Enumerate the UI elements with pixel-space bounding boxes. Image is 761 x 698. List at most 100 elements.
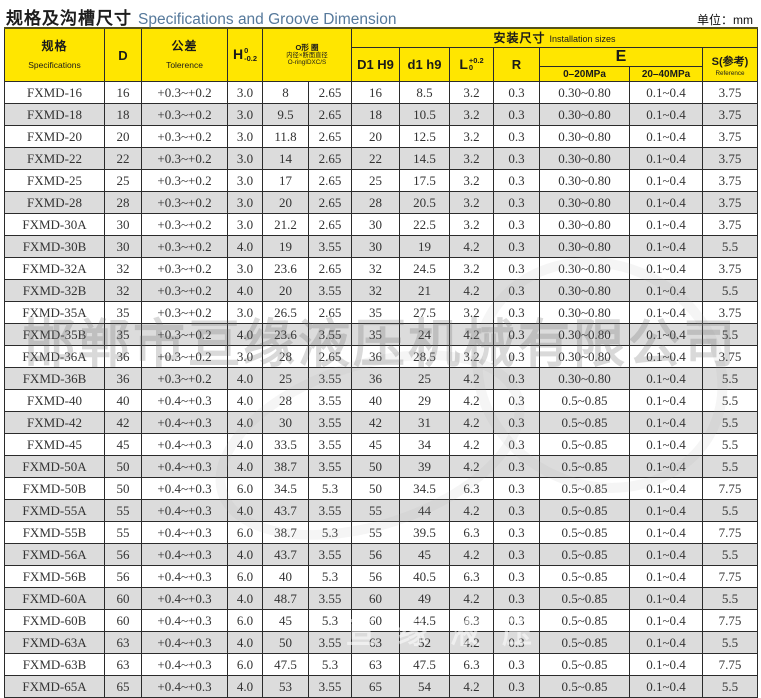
table-row: FXMD-36A 36 +0.3~+0.2 3.0 28 2.65 36 28.5 3.2 0.3… — [4, 345, 759, 368]
value-cell: +0.3~+0.2 — [141, 301, 228, 324]
value-cell: 3.0 — [227, 103, 263, 126]
value-cell: 45 — [104, 433, 142, 456]
value-cell: 0.3 — [493, 411, 540, 434]
spec-table: 规格 Specifications D 公差 Tolerence H 0 -0.2 … — [4, 27, 759, 698]
value-cell: 3.2 — [449, 213, 494, 236]
value-cell: +0.3~+0.2 — [141, 191, 228, 214]
table-row: FXMD-63B 63 +0.4~+0.3 6.0 47.5 5.3 63 47.5 6.3 0.… — [4, 653, 759, 676]
spec-cell: FXMD-42 — [4, 411, 105, 434]
value-cell: 4.0 — [227, 389, 263, 412]
value-cell: 2.65 — [308, 169, 352, 192]
value-cell: 0.5~0.85 — [539, 565, 630, 588]
value-cell: 63 — [104, 631, 142, 654]
value-cell: 0.1~0.4 — [629, 279, 703, 302]
value-cell: 0.5~0.85 — [539, 609, 630, 632]
l-base: L — [459, 55, 468, 72]
table-row: FXMD-60B 60 +0.4~+0.3 6.0 45 5.3 60 44.5 6.3 0.3 0… — [4, 609, 759, 632]
value-cell: 0.5~0.85 — [539, 543, 630, 566]
value-cell: 3.75 — [701, 103, 759, 126]
spec-cell: FXMD-50A — [4, 455, 105, 478]
value-cell: 6.0 — [227, 609, 263, 632]
spec-cell: FXMD-18 — [4, 103, 105, 126]
value-cell: +0.4~+0.3 — [141, 609, 228, 632]
value-cell: 0.1~0.4 — [629, 147, 703, 170]
value-cell: 60 — [351, 587, 400, 610]
value-cell: 3.75 — [701, 125, 759, 148]
table-body: FXMD-16 16 +0.3~+0.2 3.0 8 2.65 16 8.5 3.2 0.3 0.3… — [4, 81, 759, 698]
value-cell: 0.1~0.4 — [629, 455, 703, 478]
value-cell: 4.2 — [449, 389, 494, 412]
value-cell: 35 — [104, 301, 142, 324]
value-cell: 19 — [262, 235, 309, 258]
value-cell: 0.3 — [493, 81, 540, 104]
value-cell: 50 — [262, 631, 309, 654]
value-cell: 11.8 — [262, 125, 309, 148]
value-cell: 3.0 — [227, 345, 263, 368]
value-cell: 23.6 — [262, 323, 309, 346]
value-cell: 16 — [104, 81, 142, 104]
value-cell: +0.4~+0.3 — [141, 455, 228, 478]
value-cell: 20 — [262, 191, 309, 214]
value-cell: +0.3~+0.2 — [141, 169, 228, 192]
value-cell: 0.3 — [493, 565, 540, 588]
value-cell: 0.5~0.85 — [539, 433, 630, 456]
value-cell: 63 — [351, 653, 400, 676]
value-cell: 0.1~0.4 — [629, 103, 703, 126]
value-cell: 0.5~0.85 — [539, 499, 630, 522]
h-sub: -0.2 — [244, 53, 258, 63]
value-cell: 0.1~0.4 — [629, 191, 703, 214]
value-cell: 0.1~0.4 — [629, 521, 703, 544]
value-cell: 3.55 — [308, 675, 352, 698]
value-cell: 2.65 — [308, 213, 352, 236]
value-cell: 3.0 — [227, 169, 263, 192]
s-label: S(参考) — [711, 56, 749, 68]
value-cell: 0.5~0.85 — [539, 411, 630, 434]
value-cell: 30 — [262, 411, 309, 434]
value-cell: 38.7 — [262, 455, 309, 478]
value-cell: 0.30~0.80 — [539, 213, 630, 236]
value-cell: 6.3 — [449, 521, 494, 544]
value-cell: 22 — [351, 147, 400, 170]
value-cell: +0.4~+0.3 — [141, 653, 228, 676]
value-cell: 0.30~0.80 — [539, 191, 630, 214]
value-cell: 6.3 — [449, 653, 494, 676]
value-cell: 0.30~0.80 — [539, 125, 630, 148]
table-row: FXMD-32B 32 +0.3~+0.2 4.0 20 3.55 32 21 4.2 0.3 0.… — [4, 279, 759, 302]
value-cell: 56 — [104, 565, 142, 588]
value-cell: 4.0 — [227, 543, 263, 566]
value-cell: +0.3~+0.2 — [141, 367, 228, 390]
col-header-d: D — [104, 27, 142, 82]
value-cell: 0.1~0.4 — [629, 433, 703, 456]
value-cell: 25 — [399, 367, 450, 390]
value-cell: 7.75 — [701, 521, 759, 544]
value-cell: 5.3 — [308, 565, 352, 588]
value-cell: +0.3~+0.2 — [141, 323, 228, 346]
value-cell: 4.0 — [227, 367, 263, 390]
value-cell: 0.1~0.4 — [629, 169, 703, 192]
spec-cell: FXMD-50B — [4, 477, 105, 500]
value-cell: 0.3 — [493, 147, 540, 170]
value-cell: 3.55 — [308, 631, 352, 654]
value-cell: 4.2 — [449, 499, 494, 522]
value-cell: 3.55 — [308, 389, 352, 412]
value-cell: 50 — [104, 477, 142, 500]
value-cell: 6.3 — [449, 609, 494, 632]
value-cell: 0.3 — [493, 125, 540, 148]
value-cell: 0.5~0.85 — [539, 389, 630, 412]
value-cell: 0.30~0.80 — [539, 257, 630, 280]
value-cell: 30 — [104, 213, 142, 236]
value-cell: 5.3 — [308, 477, 352, 500]
value-cell: 19 — [399, 235, 450, 258]
install-zh: 安装尺寸 — [493, 31, 546, 45]
value-cell: 4.2 — [449, 367, 494, 390]
value-cell: 0.3 — [493, 279, 540, 302]
value-cell: +0.3~+0.2 — [141, 125, 228, 148]
value-cell: 3.75 — [701, 213, 759, 236]
value-cell: 0.1~0.4 — [629, 213, 703, 236]
col-header-e-low: 0–20MPa — [539, 66, 630, 82]
table-row: FXMD-25 25 +0.3~+0.2 3.0 17 2.65 25 17.5 3.2 0.3 0… — [4, 169, 759, 192]
value-cell: 5.5 — [701, 499, 759, 522]
value-cell: 6.0 — [227, 565, 263, 588]
table-row: FXMD-55B 55 +0.4~+0.3 6.0 38.7 5.3 55 39.5 6.3 0.… — [4, 521, 759, 544]
value-cell: 22.5 — [399, 213, 450, 236]
